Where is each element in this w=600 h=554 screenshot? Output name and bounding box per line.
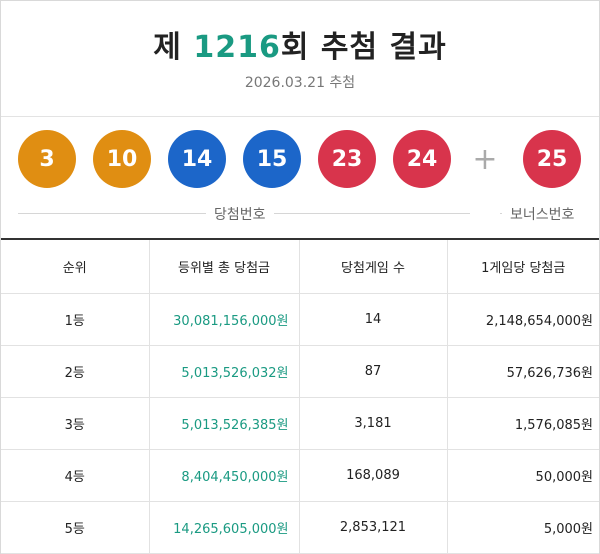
winning-games-cell: 2,853,121 — [299, 501, 448, 554]
round-number: 1216 — [193, 30, 281, 65]
divider — [1, 116, 599, 117]
winning-ball-3: 14 — [168, 130, 226, 188]
title-suffix: 회 추첨 결과 — [280, 30, 447, 65]
draw-date: 2026.03.21 추첨 — [244, 75, 356, 91]
table-header-row: 순위 등위별 총 당첨금 당첨게임 수 1게임당 당첨금 — [1, 239, 599, 294]
total-prize-cell: 8,404,450,000원 — [149, 449, 300, 502]
winning-ball-1: 3 — [18, 130, 76, 188]
header-prize-per-game: 1게임당 당첨금 — [447, 239, 599, 294]
winning-ball-5: 23 — [318, 130, 376, 188]
table-row: 1등 30,081,156,000원 14 2,148,654,000원 — [1, 293, 599, 346]
total-prize-cell: 5,013,526,032원 — [149, 345, 300, 398]
table-row: 5등 14,265,605,000원 2,853,121 5,000원 — [1, 501, 599, 554]
total-prize-cell: 30,081,156,000원 — [149, 293, 300, 346]
header-winning-games: 당첨게임 수 — [299, 239, 448, 294]
total-prize-cell: 14,265,605,000원 — [149, 501, 300, 554]
total-prize-cell: 5,013,526,385원 — [149, 397, 300, 450]
bonus-ball: 25 — [523, 130, 581, 188]
table-row: 4등 8,404,450,000원 168,089 50,000원 — [1, 449, 599, 502]
winning-ball-2: 10 — [93, 130, 151, 188]
prize-per-game-cell: 2,148,654,000원 — [447, 293, 599, 346]
header-rank: 순위 — [1, 239, 150, 294]
prize-per-game-cell: 50,000원 — [447, 449, 599, 502]
winning-games-cell: 87 — [299, 345, 448, 398]
prize-per-game-cell: 57,626,736원 — [447, 345, 599, 398]
page-title: 제 1216회 추첨 결과 — [0, 22, 600, 66]
header-total-prize: 등위별 총 당첨금 — [149, 239, 300, 294]
winning-games-cell: 168,089 — [299, 449, 448, 502]
table-row: 3등 5,013,526,385원 3,181 1,576,085원 — [1, 397, 599, 450]
rank-cell: 3등 — [1, 397, 150, 450]
rank-cell: 2등 — [1, 345, 150, 398]
prize-table: 순위 등위별 총 당첨금 당첨게임 수 1게임당 당첨금 1등 30,081,1… — [1, 238, 599, 554]
table-row: 2등 5,013,526,032원 87 57,626,736원 — [1, 345, 599, 398]
winning-games-cell: 3,181 — [299, 397, 448, 450]
winning-numbers-label: 당첨번호 — [206, 204, 274, 224]
prize-per-game-cell: 1,576,085원 — [447, 397, 599, 450]
winning-ball-4: 15 — [243, 130, 301, 188]
rank-cell: 1등 — [1, 293, 150, 346]
winning-games-cell: 14 — [299, 293, 448, 346]
prize-per-game-cell: 5,000원 — [447, 501, 599, 554]
title-prefix: 제 — [153, 30, 194, 65]
rank-cell: 5등 — [1, 501, 150, 554]
bonus-number-label: 보너스번호 — [502, 204, 583, 224]
rank-cell: 4등 — [1, 449, 150, 502]
plus-icon: + — [472, 141, 498, 177]
number-balls: 3 10 14 15 23 24 + 25 — [0, 130, 600, 190]
winning-ball-6: 24 — [393, 130, 451, 188]
